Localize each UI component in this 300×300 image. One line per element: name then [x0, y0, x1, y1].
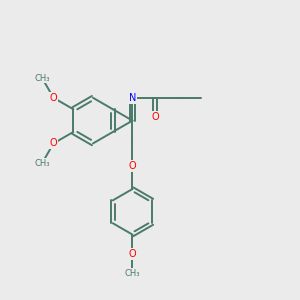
Text: N: N	[129, 93, 136, 103]
Text: O: O	[152, 112, 159, 122]
Text: O: O	[50, 93, 57, 103]
Text: O: O	[50, 138, 57, 148]
Text: O: O	[129, 161, 136, 171]
Text: CH₃: CH₃	[34, 74, 50, 82]
Text: O: O	[129, 249, 136, 259]
Text: CH₃: CH₃	[125, 269, 140, 278]
Text: CH₃: CH₃	[34, 159, 50, 168]
